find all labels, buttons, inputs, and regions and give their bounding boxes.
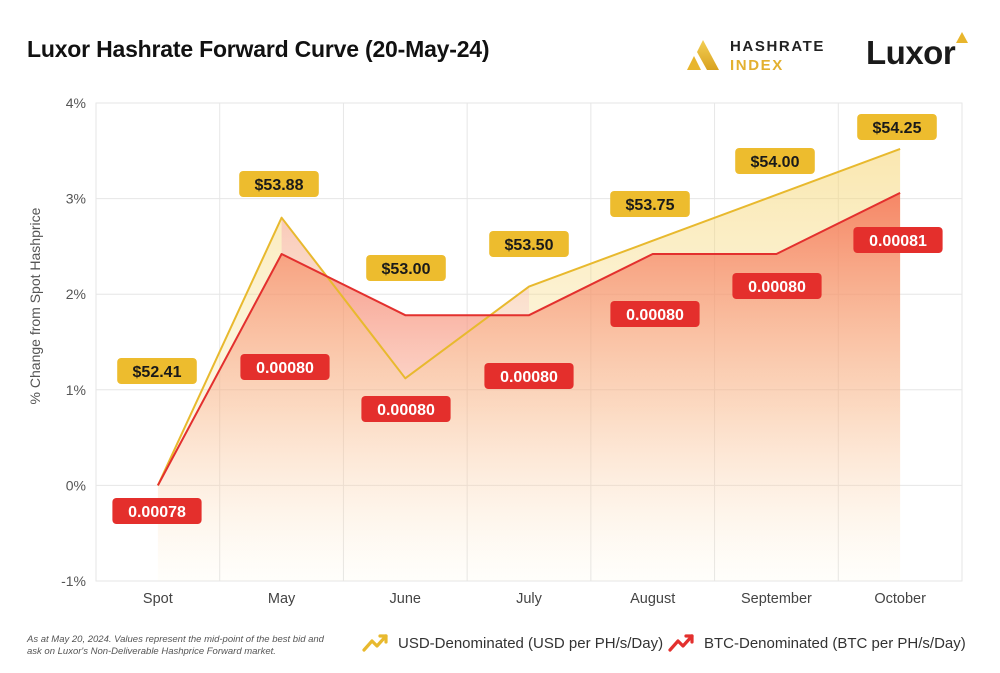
btc-data-label: 0.00080 <box>240 354 330 380</box>
luxor-logo-icon <box>956 32 968 43</box>
hashrate-index-logo: HASHRATE INDEX <box>683 38 833 78</box>
usd-data-label-bg <box>239 171 319 197</box>
usd-trend-icon <box>362 634 388 652</box>
usd-data-label-bg <box>366 255 446 281</box>
btc-data-label: 0.00080 <box>484 363 574 389</box>
usd-data-label-text: $53.75 <box>626 197 675 214</box>
usd-data-label: $54.25 <box>857 114 937 140</box>
usd-series-line <box>156 147 901 486</box>
btc-data-label: 0.00080 <box>361 396 451 422</box>
btc-data-label-text: 0.00080 <box>748 279 806 296</box>
legend-btc: BTC-Denominated (BTC per PH/s/Day) <box>668 633 966 653</box>
usd-data-label-text: $53.88 <box>255 177 304 194</box>
btc-data-label-bg <box>610 301 700 327</box>
btc-data-label-text: 0.00081 <box>869 233 927 250</box>
x-tick-label: October <box>874 591 926 607</box>
usd-data-label-text: $54.00 <box>751 154 800 171</box>
usd-data-label: $53.00 <box>366 255 446 281</box>
btc-data-label-bg <box>240 354 330 380</box>
x-tick-label: June <box>390 591 421 607</box>
btc-series-line <box>157 192 901 486</box>
usd-data-label: $53.88 <box>239 171 319 197</box>
btc-data-label-text: 0.00080 <box>500 369 558 386</box>
usd-data-label-bg <box>857 114 937 140</box>
btc-data-label-bg <box>361 396 451 422</box>
hashrate-index-logo-line1: HASHRATE <box>730 38 826 55</box>
usd-data-label: $53.75 <box>610 191 690 217</box>
usd-data-label: $52.41 <box>117 358 197 384</box>
legend-usd: USD-Denominated (USD per PH/s/Day) <box>362 633 663 653</box>
btc-data-label-bg <box>112 498 202 524</box>
chart-title: Luxor Hashrate Forward Curve (20-May-24) <box>27 36 490 62</box>
usd-data-label-bg <box>735 148 815 174</box>
y-tick-label: 0% <box>66 477 86 493</box>
y-tick-label: 4% <box>66 95 86 111</box>
x-tick-label: May <box>268 591 296 607</box>
usd-data-label: $54.00 <box>735 148 815 174</box>
btc-data-label-bg <box>484 363 574 389</box>
usd-data-label-text: $53.00 <box>382 261 431 278</box>
usd-data-label-text: $53.50 <box>505 237 554 254</box>
btc-data-label-bg <box>732 273 822 299</box>
footnote: As at May 20, 2024. Values represent the… <box>27 634 324 657</box>
btc-data-label-bg <box>853 227 943 253</box>
y-tick-label: 1% <box>66 382 86 398</box>
btc-data-label-text: 0.00078 <box>128 504 186 521</box>
forward-curve-chart: % Change from Spot Hashprice -1% 0% 1% 2% 3%… <box>27 95 963 607</box>
hashrate-index-logo-icon <box>687 40 719 70</box>
x-tick-label: August <box>630 591 675 607</box>
btc-data-label: 0.00078 <box>112 498 202 524</box>
y-axis-label: % Change from Spot Hashprice <box>27 207 43 404</box>
hashrate-index-logo-line2: INDEX <box>730 57 784 74</box>
y-tick-label: 2% <box>66 286 86 302</box>
luxor-logo: Luxor <box>866 34 956 71</box>
x-tick-label: July <box>516 591 543 607</box>
legend-btc-label: BTC-Denominated (BTC per PH/s/Day) <box>704 634 966 652</box>
usd-data-label: $53.50 <box>489 231 569 257</box>
x-tick-label: September <box>741 591 812 607</box>
legend-usd-label: USD-Denominated (USD per PH/s/Day) <box>398 634 664 652</box>
usd-data-label-bg <box>489 231 569 257</box>
x-tick-label: Spot <box>143 591 173 607</box>
usd-data-label-text: $52.41 <box>133 364 182 381</box>
y-tick-label: 3% <box>66 191 86 207</box>
y-tick-label: -1% <box>61 573 86 589</box>
btc-data-label-text: 0.00080 <box>377 402 435 419</box>
usd-data-label-bg <box>610 191 690 217</box>
usd-data-label-bg <box>117 358 197 384</box>
btc-data-label-text: 0.00080 <box>626 307 684 324</box>
btc-data-label: 0.00080 <box>732 273 822 299</box>
btc-data-label-text: 0.00080 <box>256 360 314 377</box>
btc-data-label: 0.00081 <box>853 227 943 253</box>
btc-trend-icon <box>668 634 694 652</box>
btc-data-label: 0.00080 <box>610 301 700 327</box>
usd-data-label-text: $54.25 <box>873 120 922 137</box>
